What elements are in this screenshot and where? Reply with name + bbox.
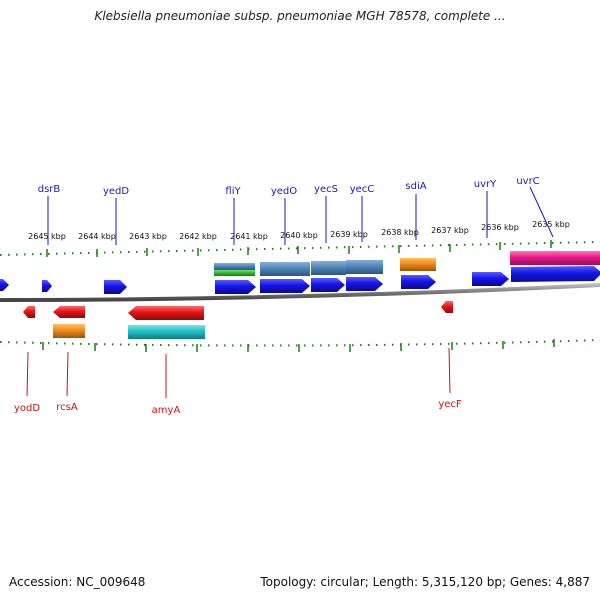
upper-feature-track: [214, 251, 600, 276]
tick-label: 2635 kbp: [532, 220, 570, 229]
top-leader-lines: [47, 186, 554, 245]
forward-cds[interactable]: [0, 279, 9, 291]
tick-label: 2642 kbp: [179, 232, 217, 241]
tick-label: 2641 kbp: [230, 232, 268, 241]
tick-label: 2643 kbp: [129, 232, 167, 241]
forward-cds[interactable]: [42, 280, 52, 292]
gene-label-yecS[interactable]: yecS: [314, 184, 338, 195]
forward-cds[interactable]: [104, 280, 127, 294]
gene-label-yodD[interactable]: yodD: [14, 403, 40, 414]
forward-cds[interactable]: [260, 279, 310, 293]
forward-cds[interactable]: [401, 275, 436, 289]
gene-label-sdiA[interactable]: sdiA: [405, 181, 426, 192]
map-title: Klebsiella pneumoniae subsp. pneumoniae …: [94, 9, 506, 23]
feature-steelblue[interactable]: [311, 261, 346, 275]
bottom-gene-labels: yodD rcsA amyA yecF: [14, 399, 462, 416]
gene-label-uvrC[interactable]: uvrC: [516, 176, 539, 187]
gene-label-yecC[interactable]: yecC: [350, 184, 375, 195]
forward-cds[interactable]: [311, 278, 345, 292]
genome-backbone: [0, 283, 600, 302]
gene-label-yedD[interactable]: yedD: [103, 186, 129, 197]
reverse-cds[interactable]: [128, 306, 204, 320]
reverse-cds[interactable]: [23, 306, 35, 318]
forward-cds[interactable]: [346, 277, 383, 291]
reverse-cds[interactable]: [53, 306, 85, 318]
genome-summary-text: Topology: circular; Length: 5,315,120 bp…: [260, 575, 590, 589]
tick-label: 2638 kbp: [381, 228, 419, 237]
gene-label-uvrY[interactable]: uvrY: [474, 179, 497, 190]
gene-label-yecF[interactable]: yecF: [438, 399, 462, 410]
forward-cds-track: [0, 266, 600, 294]
lower-tick-track: [0, 339, 600, 352]
accession-text: Accession: NC_009648: [9, 575, 146, 589]
feature-magenta[interactable]: [510, 251, 600, 265]
forward-cds[interactable]: [215, 280, 256, 294]
tick-label: 2637 kbp: [431, 226, 469, 235]
feature-green[interactable]: [214, 270, 255, 276]
top-gene-labels: dsrB yedD fliY yedO yecS yecC sdiA uvrY …: [38, 176, 540, 197]
bottom-leader-lines: [26, 347, 451, 398]
gene-label-fliY[interactable]: fliY: [225, 186, 241, 197]
feature-steelblue[interactable]: [346, 260, 383, 274]
gene-label-dsrB[interactable]: dsrB: [38, 184, 61, 195]
tick-label: 2645 kbp: [28, 232, 66, 241]
tick-label: 2644 kbp: [78, 232, 116, 241]
gene-label-amyA[interactable]: amyA: [152, 405, 181, 416]
feature-steelblue[interactable]: [214, 263, 255, 270]
reverse-cds[interactable]: [441, 301, 453, 313]
feature-teal[interactable]: [128, 325, 205, 339]
lower-feature-track: [53, 324, 205, 339]
feature-orange[interactable]: [400, 258, 436, 271]
upper-tick-track: [0, 240, 600, 257]
tick-label: 2636 kbp: [481, 223, 519, 232]
forward-cds[interactable]: [511, 266, 600, 282]
tick-label: 2640 kbp: [280, 231, 318, 240]
gene-label-rcsA[interactable]: rcsA: [56, 402, 78, 413]
scale-labels: 2645 kbp 2644 kbp 2643 kbp 2642 kbp 2641…: [28, 220, 570, 241]
gene-label-yedO[interactable]: yedO: [271, 186, 297, 197]
tick-label: 2639 kbp: [330, 230, 368, 239]
feature-steelblue[interactable]: [260, 262, 310, 276]
forward-cds[interactable]: [472, 272, 509, 286]
reverse-cds-track: [23, 301, 453, 320]
feature-orange[interactable]: [53, 324, 85, 338]
